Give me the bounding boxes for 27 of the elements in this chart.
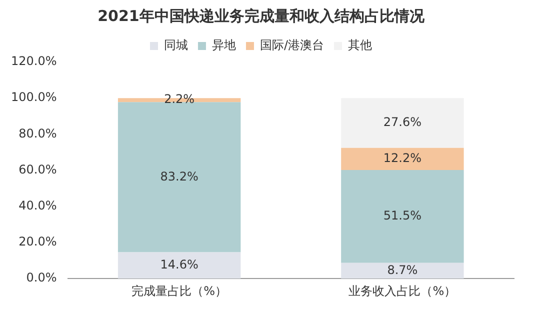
legend-label: 其他	[348, 38, 372, 52]
y-tick-label: 40.0%	[18, 198, 57, 213]
y-tick-label: 120.0%	[10, 54, 57, 68]
legend-label: 国际/港澳台	[260, 38, 324, 52]
legend-label: 同城	[164, 38, 188, 52]
data-label: 14.6%	[160, 258, 198, 272]
y-tick-label: 0.0%	[26, 270, 57, 285]
bar	[118, 102, 241, 252]
bar	[118, 252, 241, 279]
y-tick-label: 80.0%	[18, 126, 57, 140]
bar	[341, 148, 464, 170]
x-tick-label: 业务收入占比（%）	[348, 284, 456, 298]
data-label: 2.2%	[164, 92, 195, 106]
chart-title: 2021年中国快递业务完成量和收入结构占比情况	[98, 6, 426, 25]
y-tick-label: 100.0%	[10, 90, 57, 104]
y-tick-label: 60.0%	[18, 162, 57, 176]
bar	[341, 262, 464, 279]
data-label: 51.5%	[383, 208, 422, 223]
data-label: 27.6%	[383, 115, 422, 130]
x-tick-label: 完成量占比（%）	[132, 284, 228, 298]
bar	[341, 170, 464, 263]
data-label: 8.7%	[387, 262, 418, 277]
legend-label: 异地	[212, 38, 236, 52]
y-tick-label: 20.0%	[18, 234, 57, 249]
data-label: 83.2%	[160, 169, 198, 184]
data-label: 12.2%	[383, 151, 422, 166]
bar	[341, 98, 464, 148]
